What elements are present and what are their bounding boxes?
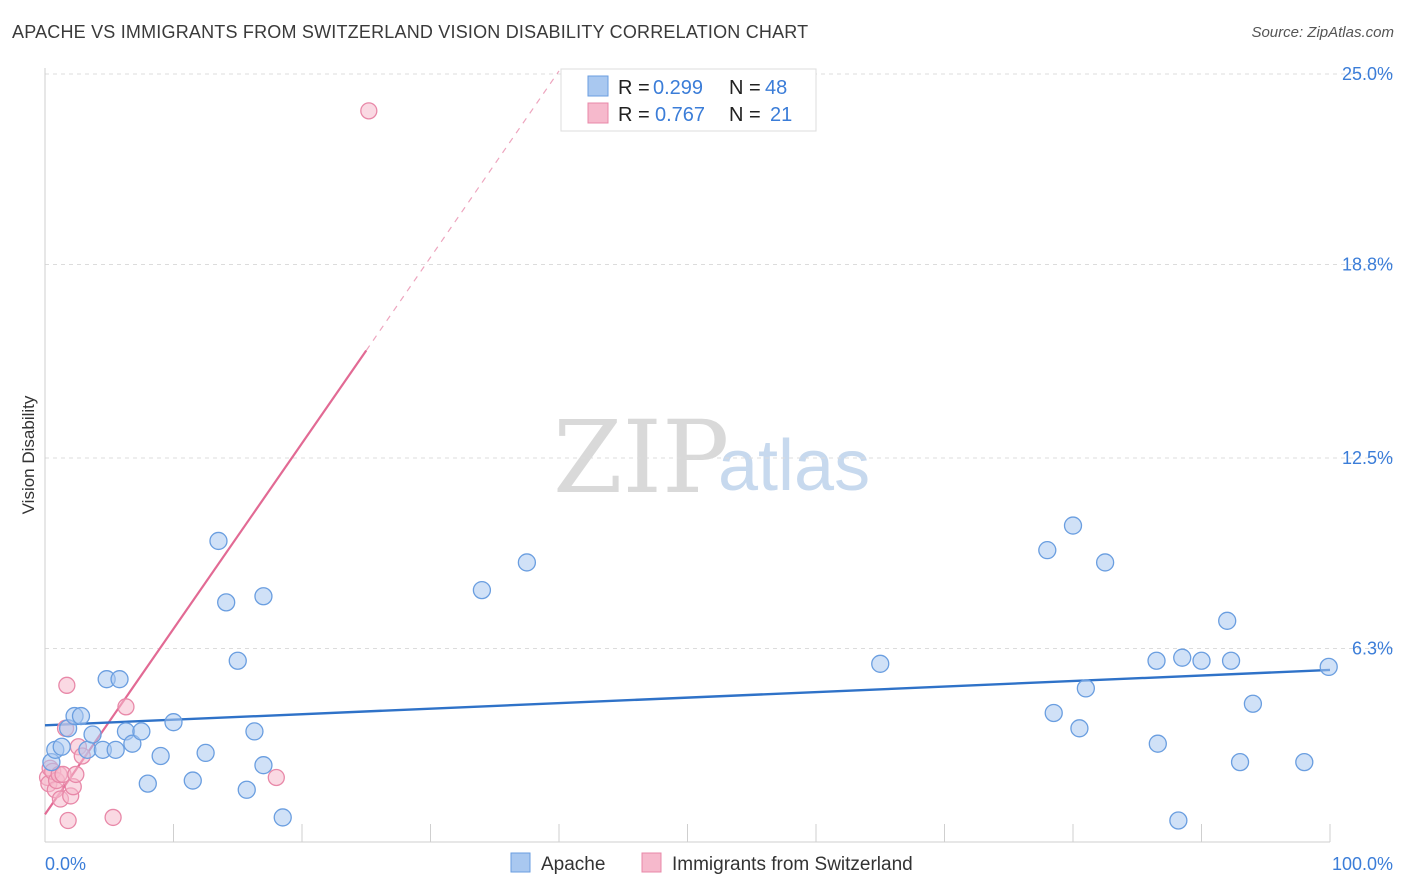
apache-point bbox=[273, 808, 292, 827]
legend-swiss-n-value: 21 bbox=[770, 104, 792, 126]
apache-point bbox=[106, 740, 125, 759]
apache-point bbox=[517, 553, 537, 572]
y-axis-label: Vision Disability bbox=[19, 395, 38, 514]
apache-point bbox=[164, 713, 183, 732]
apache-point bbox=[1044, 703, 1063, 723]
apache-point bbox=[1243, 694, 1263, 713]
swiss-points bbox=[38, 102, 378, 830]
x-axis-ticks bbox=[173, 824, 1331, 842]
swiss-point bbox=[117, 698, 135, 716]
swiss-trend-line-extended bbox=[365, 70, 560, 351]
swiss-point bbox=[58, 676, 76, 694]
apache-point bbox=[472, 580, 492, 600]
apache-point bbox=[1148, 734, 1167, 753]
legend-swiss-r-label: R = bbox=[618, 104, 650, 126]
y-axis-tick-labels: 6.3% 12.5% 18.8% 25.0% bbox=[1342, 64, 1393, 658]
legend-apache-r-value: 0.299 bbox=[653, 77, 703, 99]
apache-point bbox=[1230, 752, 1250, 772]
bottom-legend-swiss-swatch bbox=[641, 852, 662, 873]
apache-point bbox=[1192, 651, 1211, 670]
apache-point bbox=[78, 740, 97, 759]
apache-point bbox=[1295, 752, 1314, 772]
apache-point bbox=[52, 737, 71, 756]
apache-point bbox=[151, 746, 170, 766]
apache-point bbox=[1063, 516, 1083, 535]
apache-point bbox=[1070, 719, 1089, 738]
bottom-legend-apache-label: Apache bbox=[541, 854, 605, 875]
swiss-point bbox=[59, 811, 77, 830]
apache-point bbox=[1221, 651, 1241, 670]
apache-trend-line bbox=[44, 668, 1331, 727]
legend-apache-swatch bbox=[587, 75, 609, 97]
apache-point bbox=[132, 722, 151, 741]
legend-swiss-swatch bbox=[587, 102, 609, 124]
apache-point bbox=[110, 670, 129, 689]
apache-point bbox=[83, 725, 102, 744]
apache-points bbox=[42, 516, 1338, 830]
source-label: Source: ZipAtlas.com bbox=[1251, 24, 1394, 41]
y-tick-label: 18.8% bbox=[1342, 254, 1393, 274]
bottom-legend-swiss-label: Immigrants from Switzerland bbox=[672, 854, 913, 875]
x-tick-label-min: 0.0% bbox=[45, 854, 86, 874]
apache-point bbox=[1173, 648, 1192, 667]
apache-point bbox=[1095, 553, 1115, 572]
swiss-point bbox=[67, 765, 85, 784]
apache-point bbox=[245, 722, 264, 741]
apache-point bbox=[123, 734, 142, 753]
legend-apache-r-label: R = bbox=[618, 77, 650, 99]
grid-lines bbox=[45, 73, 1393, 649]
apache-point bbox=[1147, 651, 1166, 670]
y-tick-label: 6.3% bbox=[1352, 638, 1393, 658]
chart-title: APACHE VS IMMIGRANTS FROM SWITZERLAND VI… bbox=[12, 22, 809, 42]
apache-point bbox=[1319, 657, 1338, 677]
watermark-atlas: atlas bbox=[718, 426, 870, 506]
correlation-legend: R = 0.299 N = 48 R = 0.767 N = 21 bbox=[560, 68, 817, 132]
apache-point bbox=[138, 774, 157, 793]
legend-apache-n-label: N = bbox=[729, 77, 761, 99]
apache-point bbox=[254, 587, 273, 606]
apache-point bbox=[228, 651, 247, 670]
apache-point bbox=[209, 531, 228, 551]
legend-swiss-r-value: 0.767 bbox=[655, 104, 705, 126]
apache-point bbox=[1038, 541, 1057, 560]
swiss-point bbox=[360, 102, 378, 120]
apache-point bbox=[254, 756, 273, 775]
x-tick-label-max: 100.0% bbox=[1332, 854, 1393, 874]
legend-apache-n-value: 48 bbox=[765, 77, 787, 99]
bottom-legend-apache-swatch bbox=[510, 852, 531, 873]
apache-point bbox=[71, 706, 91, 726]
y-tick-label: 25.0% bbox=[1342, 64, 1393, 84]
apache-point bbox=[237, 780, 256, 799]
y-tick-label: 12.5% bbox=[1342, 448, 1393, 468]
apache-point bbox=[1076, 679, 1095, 698]
apache-point bbox=[183, 771, 202, 790]
legend-swiss-n-label: N = bbox=[729, 104, 761, 126]
apache-point bbox=[196, 743, 215, 763]
apache-point bbox=[217, 593, 236, 612]
apache-point bbox=[1218, 611, 1237, 630]
swiss-point bbox=[104, 808, 122, 827]
apache-point bbox=[871, 654, 890, 673]
series-legend: Apache Immigrants from Switzerland bbox=[510, 852, 913, 875]
apache-point bbox=[1169, 811, 1188, 830]
swiss-point bbox=[267, 768, 285, 787]
